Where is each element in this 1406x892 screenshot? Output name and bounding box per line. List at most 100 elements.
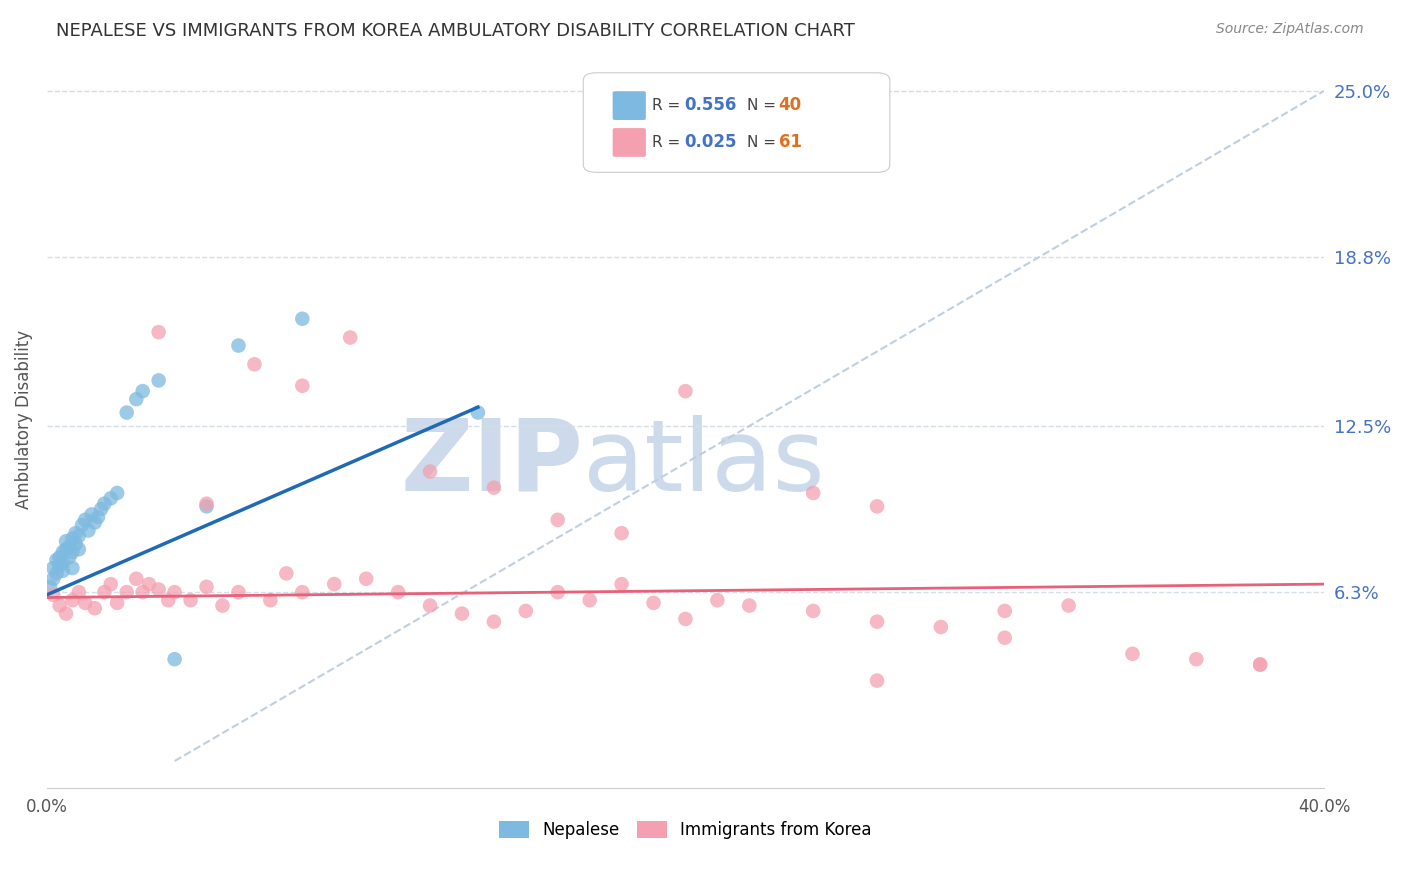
Point — [482, 615, 505, 629]
Point — [105, 486, 128, 500]
Point — [90, 502, 112, 516]
Text: N =: N = — [747, 98, 780, 112]
Point — [323, 577, 346, 591]
Point — [70, 518, 93, 533]
Point — [77, 524, 100, 538]
Point — [163, 652, 186, 666]
Point — [52, 564, 75, 578]
Point — [610, 526, 633, 541]
Point — [1249, 657, 1271, 672]
Point — [1185, 652, 1208, 666]
Point — [1249, 657, 1271, 672]
Point — [87, 510, 110, 524]
Point — [55, 607, 77, 621]
Text: R =: R = — [652, 135, 685, 150]
Point — [62, 561, 84, 575]
Text: 0.556: 0.556 — [685, 96, 737, 114]
Point — [929, 620, 952, 634]
Point — [80, 508, 103, 522]
Point — [125, 392, 148, 406]
Text: N =: N = — [747, 135, 780, 150]
Point — [482, 481, 505, 495]
Point — [994, 631, 1017, 645]
Point — [419, 465, 441, 479]
FancyBboxPatch shape — [583, 73, 890, 172]
Point — [75, 596, 97, 610]
Text: 40: 40 — [779, 96, 801, 114]
Point — [1121, 647, 1143, 661]
Point — [419, 599, 441, 613]
Point — [58, 540, 80, 554]
Point — [45, 566, 67, 581]
Point — [994, 604, 1017, 618]
Point — [62, 545, 84, 559]
Point — [195, 580, 218, 594]
FancyBboxPatch shape — [613, 91, 645, 120]
Text: 0.025: 0.025 — [685, 133, 737, 151]
Point — [259, 593, 281, 607]
Point — [547, 585, 569, 599]
Point — [228, 585, 250, 599]
Point — [52, 556, 75, 570]
Point — [610, 577, 633, 591]
Point — [138, 577, 160, 591]
Point — [387, 585, 409, 599]
Point — [65, 537, 87, 551]
FancyBboxPatch shape — [613, 128, 645, 157]
Point — [643, 596, 665, 610]
Point — [48, 550, 70, 565]
Point — [105, 596, 128, 610]
Point — [195, 500, 218, 514]
Point — [801, 604, 824, 618]
Point — [42, 572, 65, 586]
Point — [115, 406, 138, 420]
Point — [65, 526, 87, 541]
Legend: Nepalese, Immigrants from Korea: Nepalese, Immigrants from Korea — [492, 814, 879, 846]
Point — [100, 491, 122, 506]
Point — [354, 572, 377, 586]
Point — [131, 384, 153, 398]
Point — [48, 558, 70, 573]
Point — [148, 582, 170, 597]
Point — [515, 604, 537, 618]
Point — [291, 585, 314, 599]
Point — [42, 561, 65, 575]
Point — [58, 550, 80, 565]
Point — [1057, 599, 1080, 613]
Point — [67, 585, 90, 599]
Point — [180, 593, 202, 607]
Point — [339, 330, 361, 344]
Point — [42, 588, 65, 602]
Text: Source: ZipAtlas.com: Source: ZipAtlas.com — [1216, 22, 1364, 37]
Text: ZIP: ZIP — [401, 415, 583, 512]
Point — [675, 612, 697, 626]
Point — [211, 599, 233, 613]
Point — [67, 542, 90, 557]
Point — [291, 311, 314, 326]
Point — [467, 406, 489, 420]
Point — [62, 532, 84, 546]
Point — [55, 534, 77, 549]
Point — [276, 566, 298, 581]
Point — [243, 357, 266, 371]
Point — [75, 513, 97, 527]
Point — [115, 585, 138, 599]
Point — [801, 486, 824, 500]
Point — [55, 542, 77, 557]
Point — [148, 373, 170, 387]
Point — [866, 673, 889, 688]
Point — [706, 593, 728, 607]
Point — [291, 378, 314, 392]
Point — [67, 529, 90, 543]
Point — [578, 593, 600, 607]
Point — [866, 615, 889, 629]
Text: atlas: atlas — [583, 415, 825, 512]
Point — [100, 577, 122, 591]
Point — [738, 599, 761, 613]
Point — [52, 545, 75, 559]
Point — [547, 513, 569, 527]
Point — [39, 580, 62, 594]
Text: R =: R = — [652, 98, 685, 112]
Point — [93, 585, 115, 599]
Point — [83, 516, 105, 530]
